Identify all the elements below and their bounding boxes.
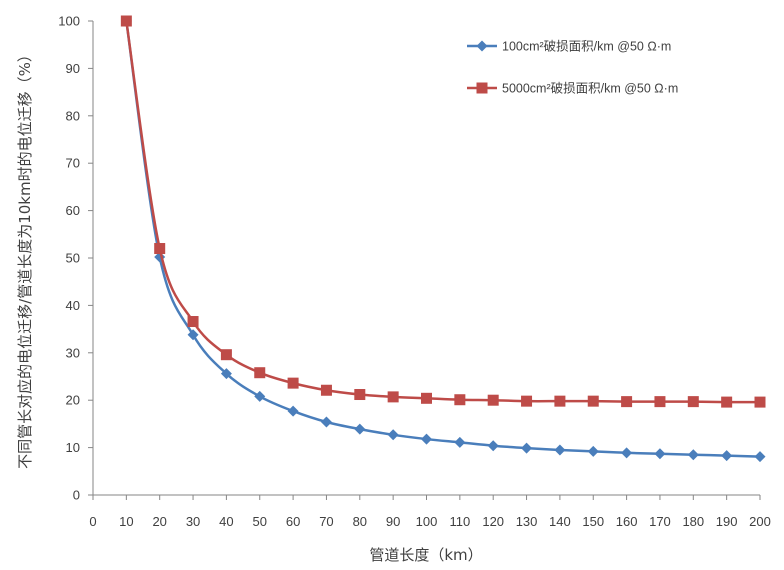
series-2-point xyxy=(654,396,666,408)
series-2-point xyxy=(621,396,633,408)
series-1-point xyxy=(754,451,766,463)
series-2-point xyxy=(421,392,432,404)
x-tick-label: 180 xyxy=(682,514,704,529)
series-2-point xyxy=(120,15,132,27)
series-2-line xyxy=(125,20,761,404)
series-1-point xyxy=(621,447,633,459)
series-2-point xyxy=(154,243,166,255)
series-1-point xyxy=(487,440,499,452)
y-tick-label: 80 xyxy=(66,108,80,123)
x-tick-label: 80 xyxy=(353,514,367,529)
series-2-point xyxy=(687,396,699,408)
x-tick-label: 120 xyxy=(482,514,504,529)
series-1-point xyxy=(587,445,599,457)
series-2-point xyxy=(721,396,733,408)
series-1-point xyxy=(354,423,366,435)
y-tick-label: 0 xyxy=(73,488,80,503)
y-tick-label: 60 xyxy=(66,203,80,218)
series-1-point xyxy=(421,433,432,445)
series-2-point xyxy=(320,384,332,396)
series-2-point xyxy=(287,377,299,389)
legend-label-1: 100cm²破损面积/km @50 Ω·m xyxy=(502,39,671,54)
series-2-point xyxy=(387,391,399,403)
y-tick-label: 50 xyxy=(66,251,80,266)
x-tick-label: 0 xyxy=(89,514,96,529)
series-2-point xyxy=(754,396,766,408)
legend-label-2: 5000cm²破损面积/km @50 Ω·m xyxy=(502,81,678,96)
y-tick-label: 30 xyxy=(66,345,80,360)
series-2-point xyxy=(187,316,199,328)
series-2 xyxy=(120,15,766,408)
series-layer xyxy=(120,15,766,463)
y-tick-label: 90 xyxy=(66,61,80,76)
x-tick-label: 160 xyxy=(616,514,638,529)
y-tick-label: 20 xyxy=(66,393,80,408)
series-2-point xyxy=(487,394,499,406)
series-1 xyxy=(120,15,766,463)
series-1-point xyxy=(220,368,232,380)
x-tick-label: 140 xyxy=(549,514,571,529)
series-1-point xyxy=(654,448,666,460)
x-tick-label: 190 xyxy=(716,514,738,529)
x-tick-label: 20 xyxy=(152,514,166,529)
series-1-point xyxy=(320,416,332,428)
series-1-point xyxy=(187,329,199,341)
axes: 0 10 20 30 40 50 60 70 80 90 100 0 10 20 30 40 50 60 70 80 9… xyxy=(58,14,771,530)
series-1-point xyxy=(387,429,399,441)
series-1-point xyxy=(521,442,533,454)
series-2-point xyxy=(354,389,366,401)
x-axis-title: 管道长度（km） xyxy=(369,546,482,564)
y-tick-label: 40 xyxy=(66,298,80,313)
x-tick-label: 110 xyxy=(449,514,470,529)
legend-marker-2 xyxy=(476,82,488,94)
x-tick-label: 150 xyxy=(582,514,604,529)
series-2-point xyxy=(587,395,599,407)
series-2-point xyxy=(554,395,566,407)
x-tick-label: 200 xyxy=(749,514,771,529)
series-1-point xyxy=(287,405,299,417)
series-1-point xyxy=(721,450,733,462)
x-tick-label: 70 xyxy=(319,514,333,529)
x-tick-label: 170 xyxy=(649,514,671,529)
series-1-point xyxy=(254,390,266,402)
y-tick-label: 100 xyxy=(58,14,80,29)
series-2-point xyxy=(454,394,466,406)
legend: 100cm²破损面积/km @50 Ω·m 5000cm²破损面积/km @50 … xyxy=(467,39,678,96)
series-1-point xyxy=(554,444,566,456)
series-2-point xyxy=(220,349,232,361)
legend-marker-1 xyxy=(476,40,488,52)
x-tick-label: 40 xyxy=(219,514,233,529)
y-tick-label: 70 xyxy=(66,156,80,171)
series-2-point xyxy=(521,395,533,407)
x-tick-label: 50 xyxy=(253,514,267,529)
series-2-point xyxy=(254,367,266,379)
x-tick-label: 10 xyxy=(119,514,133,529)
series-1-point xyxy=(454,436,466,448)
x-tick-label: 100 xyxy=(416,514,438,529)
x-tick-label: 60 xyxy=(286,514,300,529)
series-1-point xyxy=(687,449,699,461)
x-tick-label: 90 xyxy=(386,514,400,529)
y-axis-title: 不同管长对应的电位迁移/管道长度为10km时的电位迁移（%） xyxy=(16,47,34,469)
x-tick-label: 30 xyxy=(186,514,200,529)
y-tick-label: 10 xyxy=(66,440,80,455)
x-tick-label: 130 xyxy=(516,514,538,529)
